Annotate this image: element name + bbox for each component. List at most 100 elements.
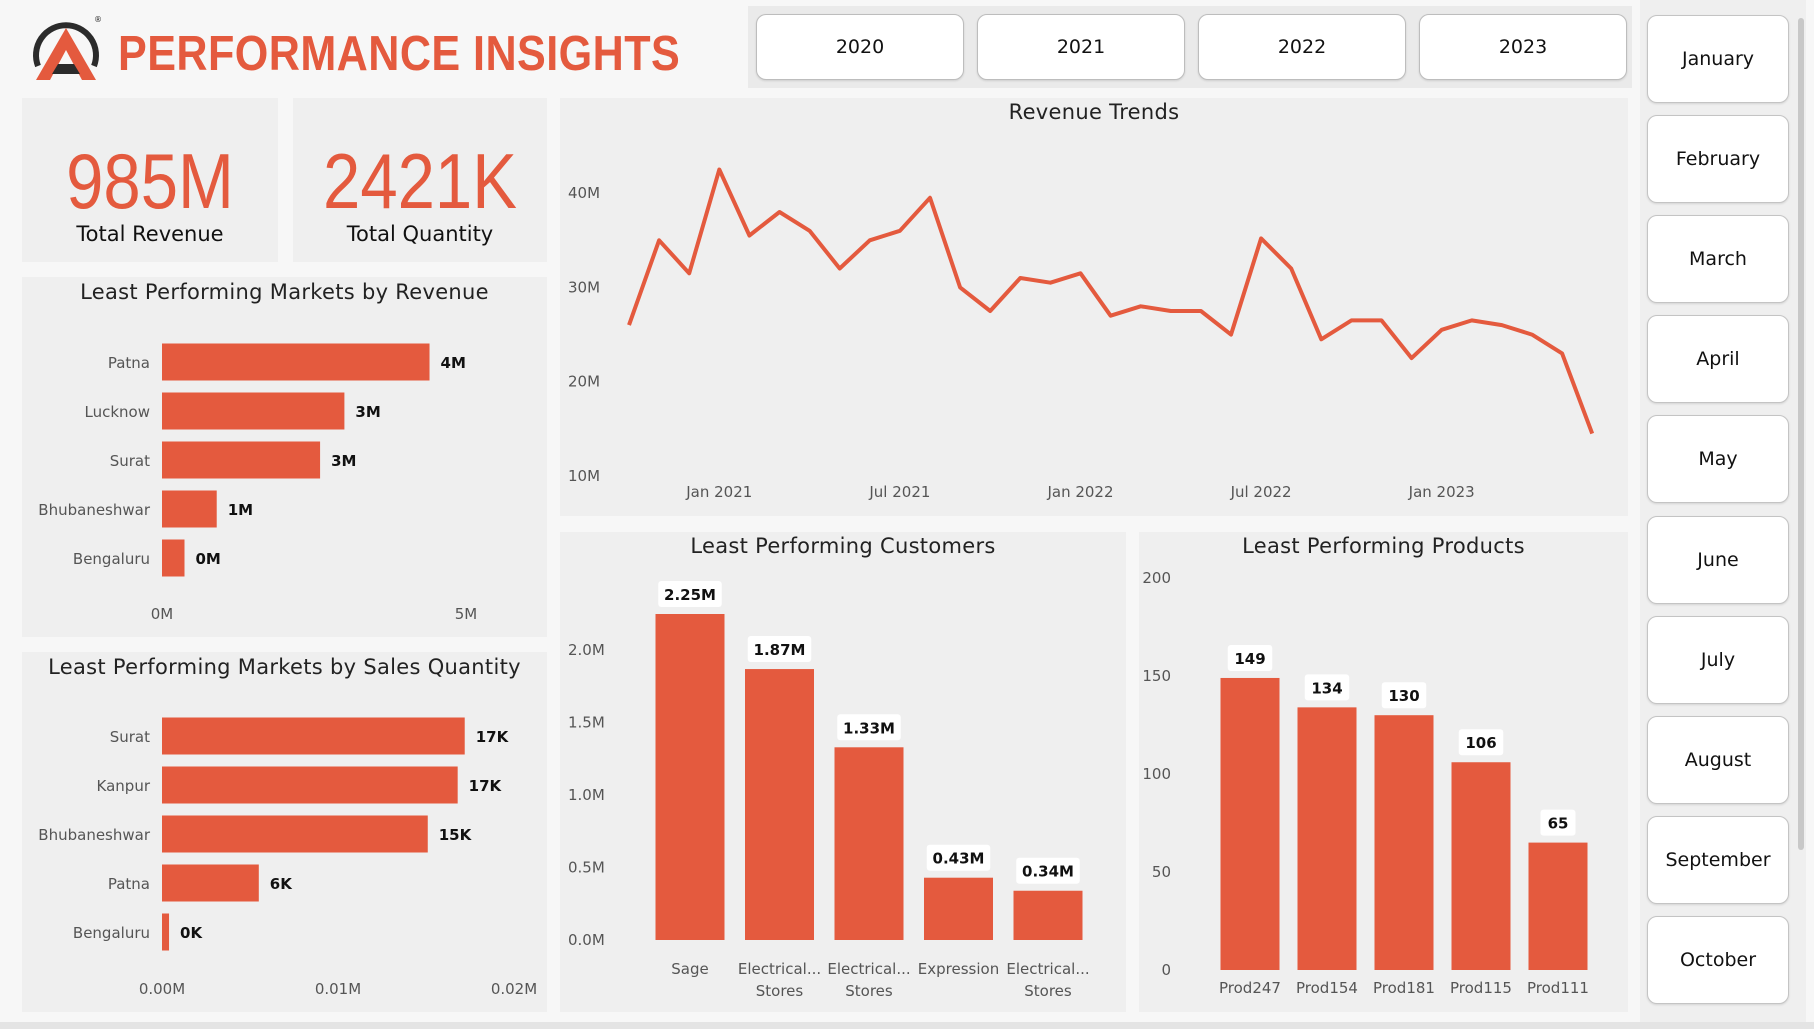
company-logo: ® [33, 15, 102, 80]
bar[interactable] [655, 614, 725, 940]
category-label: Expression [918, 960, 999, 978]
bar[interactable] [162, 539, 185, 577]
y-tick-label: 1.0M [568, 786, 605, 804]
data-label-box [658, 581, 722, 607]
revenue-line[interactable] [627, 167, 1595, 435]
data-label: 65 [1548, 815, 1569, 833]
x-tick-label: 0.02M [491, 980, 537, 998]
y-tick-label: 150 [1142, 667, 1171, 685]
bar[interactable] [162, 490, 217, 528]
bar[interactable] [745, 669, 814, 940]
y-tick-label: 0.0M [568, 931, 605, 949]
kpi-card-total-quantity: 2421K Total Quantity [293, 98, 547, 262]
category-label: Bengaluru [73, 924, 150, 942]
data-label: 1.33M [843, 719, 895, 737]
data-label: 6K [270, 875, 293, 893]
bar[interactable] [1220, 677, 1280, 970]
month-button-march[interactable]: March [1647, 215, 1789, 303]
month-button-september[interactable]: September [1647, 816, 1789, 904]
y-tick-label: 2.0M [568, 641, 605, 659]
category-label: Stores [1024, 982, 1072, 1000]
data-label: 3M [355, 403, 380, 421]
y-tick-label: 40M [568, 184, 600, 202]
category-label: Stores [845, 982, 893, 1000]
category-label: Prod181 [1373, 979, 1435, 997]
bar[interactable] [162, 864, 259, 902]
category-label: Patna [108, 875, 150, 893]
bar[interactable] [1297, 707, 1357, 970]
chart-title: Least Performing Products [1242, 534, 1525, 558]
bar[interactable] [1451, 762, 1511, 970]
data-label: 2.25M [664, 586, 716, 604]
category-label: Lucknow [85, 403, 151, 421]
month-button-june[interactable]: June [1647, 516, 1789, 604]
bar[interactable] [1013, 890, 1083, 940]
year-slicer: 2020 2021 2022 2023 [748, 6, 1632, 88]
chart-panel-revenue-trends: Revenue Trends 10M 20M 30M 40M Jan 2021 Jul 2… [560, 98, 1628, 516]
bar[interactable] [162, 392, 345, 430]
data-label-box [926, 844, 991, 871]
data-label: 149 [1234, 650, 1265, 668]
category-label: Prod154 [1296, 979, 1358, 997]
bar[interactable] [1374, 715, 1434, 970]
bar[interactable] [162, 815, 428, 853]
x-tick-label: Jul 2021 [868, 483, 930, 501]
month-button-april[interactable]: April [1647, 315, 1789, 403]
bottom-strip [0, 1022, 1814, 1029]
y-tick-label: 50 [1152, 863, 1171, 881]
data-label: 1.87M [754, 641, 806, 659]
x-tick-label: Jan 2021 [685, 483, 752, 501]
category-label: Prod115 [1450, 979, 1512, 997]
x-tick-label: Jan 2022 [1046, 483, 1113, 501]
category-label: Sage [671, 960, 708, 978]
y-tick-label: 20M [568, 373, 600, 391]
category-label: Electrical... [738, 960, 821, 978]
data-label: 1M [228, 501, 253, 519]
markets-quantity-chart: Surat 17K Kanpur 17K Bhubaneshwar 15K Patna 6K B… [38, 717, 537, 998]
bar[interactable] [162, 913, 170, 951]
category-label: Surat [110, 452, 150, 470]
year-button-2023[interactable]: 2023 [1419, 14, 1627, 80]
category-label: Electrical... [1006, 960, 1089, 978]
bar[interactable] [834, 747, 904, 940]
data-label-box [747, 636, 812, 663]
chart-title: Revenue Trends [1008, 100, 1180, 124]
month-button-january[interactable]: January [1647, 15, 1789, 103]
year-button-2020[interactable]: 2020 [756, 14, 964, 80]
chart-panel-products: Least Performing Products 0 50 100 150 200 14… [1139, 532, 1628, 1012]
kpi-label-total-quantity: Total Quantity [346, 222, 494, 246]
bar[interactable] [924, 877, 993, 940]
bar[interactable] [162, 343, 430, 381]
chart-panel-markets-quantity: Least Performing Markets by Sales Quanti… [22, 652, 547, 1012]
chart-panel-markets-revenue: Least Performing Markets by Revenue Patn… [22, 277, 547, 637]
category-label: Bhubaneshwar [38, 501, 151, 519]
x-tick-label: 0M [151, 605, 174, 623]
registered-mark: ® [94, 15, 102, 24]
month-button-october[interactable]: October [1647, 916, 1789, 1004]
month-scrollbar[interactable] [1798, 18, 1804, 850]
x-tick-label: Jan 2023 [1408, 483, 1475, 501]
y-tick-label: 1.5M [568, 714, 605, 732]
data-label: 0K [180, 924, 203, 942]
y-tick-label: 30M [568, 278, 600, 296]
markets-revenue-chart: Patna 4M Lucknow 3M Surat 3M Bhubaneshwar 1M Ben… [38, 343, 478, 623]
category-label: Prod247 [1219, 979, 1281, 997]
year-button-2021[interactable]: 2021 [977, 14, 1185, 80]
month-button-may[interactable]: May [1647, 415, 1789, 503]
category-label: Surat [110, 728, 150, 746]
data-label: 4M [441, 354, 466, 372]
month-button-february[interactable]: February [1647, 115, 1789, 203]
category-label: Prod111 [1527, 979, 1589, 997]
y-tick-label: 0 [1161, 961, 1171, 979]
month-button-july[interactable]: July [1647, 616, 1789, 704]
x-tick-label: 5M [455, 605, 478, 623]
revenue-trends-chart: 10M 20M 30M 40M Jan 2021 Jul 2021 Jan 2022 Jul … [568, 167, 1595, 501]
bar[interactable] [1528, 842, 1588, 970]
bar[interactable] [162, 717, 465, 755]
data-label-box [1227, 644, 1273, 671]
bar[interactable] [162, 441, 321, 479]
year-button-2022[interactable]: 2022 [1198, 14, 1406, 80]
bar[interactable] [162, 766, 458, 804]
chart-title: Least Performing Customers [690, 534, 996, 558]
month-button-august[interactable]: August [1647, 716, 1789, 804]
